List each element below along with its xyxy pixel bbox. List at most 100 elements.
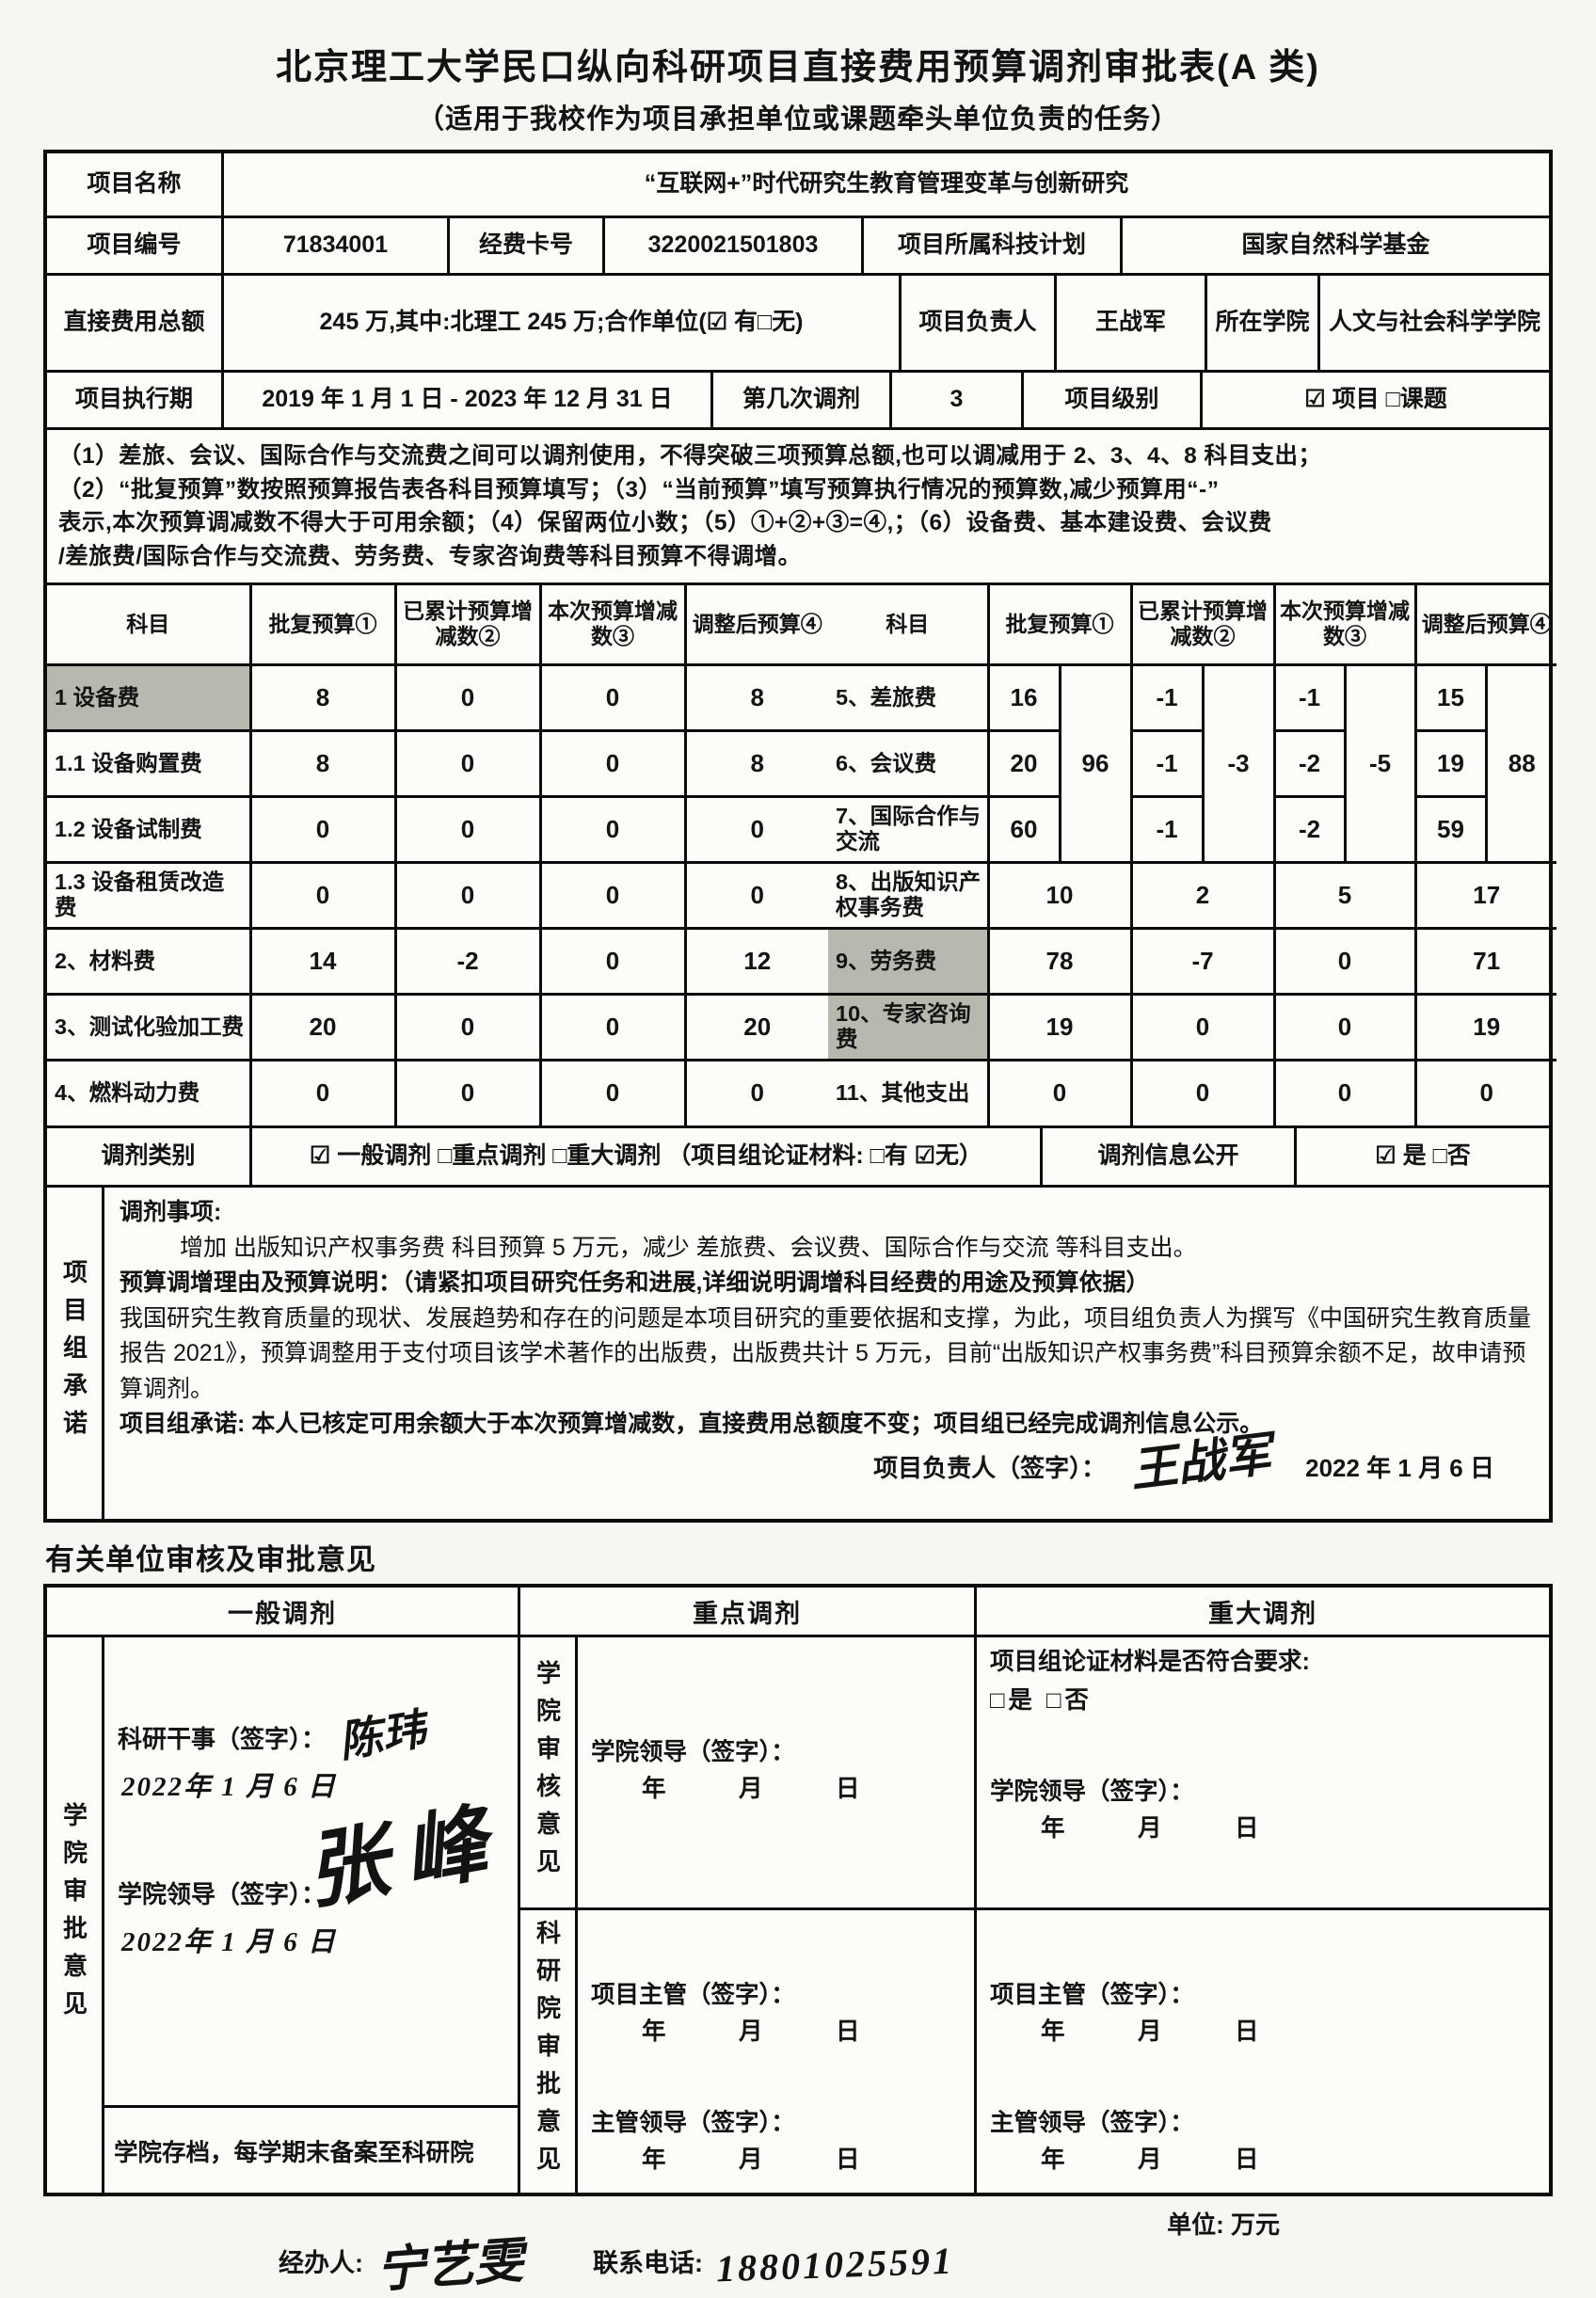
- value-cell: 0: [538, 662, 687, 732]
- commitment-section: 项目组承诺 调剂事项: 增加 出版知识产权事务费 科目预算 5 万元，减少 差旅…: [47, 1185, 1549, 1520]
- value-cell: 8: [683, 662, 828, 732]
- budget-row: 1.3 设备租赁改造费 0 0 0 0: [47, 860, 828, 930]
- value-cell: -2: [393, 926, 542, 996]
- project-manager-sign-date: 年 月 日: [642, 2019, 885, 2046]
- adjust-count-label: 第几次调剂: [710, 373, 889, 427]
- value-cell: 0: [538, 728, 687, 798]
- direct-cost-label: 直接费用总额: [63, 309, 205, 336]
- budget-header-row: 科目 批复预算① 已累计预算增减数② 本次预算增减数③ 调整后预算④: [828, 585, 1556, 666]
- value-cell: 20: [248, 992, 397, 1061]
- page-subtitle: （适用于我校作为项目承担单位或课题牵头单位负责的任务）: [416, 104, 1179, 135]
- value-cell: 0: [393, 728, 542, 798]
- subject-cell: 1 设备费: [47, 662, 252, 732]
- value-cell: 0: [1129, 992, 1276, 1061]
- research-office-content: 项目主管（签字）： 年 月 日 主管领导（签字）： 年 月 日: [578, 1910, 974, 2193]
- value-cell: 0: [986, 1058, 1133, 1126]
- header-current: 本次预算增减数③: [538, 585, 687, 666]
- budget-row: 8、出版知识产权事务费 10 2 5 17: [828, 860, 1556, 930]
- major-header: 重大调剂: [977, 1588, 1549, 1638]
- subject-cell: 1.1 设备购置费: [47, 728, 252, 798]
- approval-col-key: 重点调剂 学院审核意见 学院领导（签字）： 年 月 日 科研院审批意见 项目主管…: [518, 1588, 974, 2194]
- budget-row: 4、燃料动力费 0 0 0 0: [47, 1058, 828, 1126]
- phone-value: 18801025591: [715, 2239, 955, 2290]
- budget-row: 9、劳务费 78 -7 0 71: [828, 926, 1556, 996]
- material-question-options: □是 □否: [990, 1687, 1093, 1715]
- public-value: ☑ 是 □否: [1294, 1128, 1549, 1186]
- college-leader-sign-label: 学院领导（签字）：: [990, 1779, 1194, 1806]
- header-accumulated: 已累计预算增减数②: [393, 585, 542, 666]
- fund-card-value: 3220021501803: [602, 218, 861, 273]
- school-label: 所在学院: [1205, 276, 1317, 370]
- leader-value: 王战军: [1054, 276, 1205, 370]
- leader-sign-date: 2022 年 1 月 6 日: [1305, 1453, 1494, 1482]
- reason-title: 预算调增理由及预算说明：（请紧扣项目研究任务和进展,详细说明调增科目经费的用途及…: [120, 1269, 1150, 1297]
- project-manager-sign-date: 年 月 日: [1041, 2019, 1284, 2046]
- college-approval-main: 科研干事（签字）： 陈玮 2022年 1 月 6 日 学院领导（签字）： 202…: [104, 1637, 518, 2105]
- budget-row: 1.2 设备试制费 0 0 0 0: [47, 794, 828, 864]
- operator-row: 经办人: 宁艺雯 联系电话: 18801025591: [279, 2235, 1553, 2298]
- value-cell: 17: [1413, 860, 1556, 930]
- adjust-count-value: 3: [889, 373, 1021, 427]
- value-cell: 0: [683, 860, 828, 930]
- period-label: 项目执行期: [74, 386, 193, 413]
- archive-note: 学院存档，每学期末备案至科研院: [104, 2105, 518, 2193]
- merged-value-cell: 96: [1058, 662, 1133, 864]
- header-approved: 批复预算①: [986, 585, 1133, 666]
- program-value: 国家自然科学基金: [1120, 218, 1549, 273]
- adjustment-category-row: 调剂类别 ☑ 一般调剂 □重点调剂 □重大调剂 （项目组论证材料: □有 ☑无）…: [47, 1125, 1549, 1186]
- research-clerk-signature: 陈玮: [335, 1705, 429, 1766]
- page-title: 北京理工大学民口纵向科研项目直接费用预算调剂审批表(A 类): [276, 48, 1320, 88]
- category-options: ☑ 一般调剂 □重点调剂 □重大调剂 （项目组论证材料: □有 ☑无）: [249, 1128, 1040, 1186]
- supervisor-sign-date: 年 月 日: [642, 2146, 885, 2174]
- college-review-content: 学院领导（签字）： 年 月 日: [578, 1637, 974, 1907]
- value-cell: 19: [986, 992, 1133, 1061]
- leader-label: 项目负责人: [899, 276, 1054, 370]
- value-cell: 20: [683, 992, 828, 1061]
- college-review-side-label: 学院审核意见: [520, 1637, 578, 1908]
- header-subject: 科目: [828, 585, 990, 666]
- school-value: 人文与社会科学学院: [1317, 276, 1549, 370]
- program-label: 项目所属科技计划: [861, 218, 1120, 273]
- fund-card-label: 经费卡号: [447, 218, 602, 273]
- value-cell: 0: [248, 860, 397, 930]
- value-cell: 0: [393, 794, 542, 864]
- header-adjusted: 调整后预算④: [683, 585, 828, 666]
- college-leader-date: 2022年 1 月 6 日: [121, 1927, 338, 1958]
- supervisor-sign-date: 年 月 日: [1041, 2146, 1284, 2174]
- row-project-name: 项目名称 “互联网+”时代研究生教育管理变革与创新研究: [47, 153, 1549, 215]
- budget-row: 1 设备费 8 0 0 8: [47, 662, 828, 732]
- value-cell: 0: [393, 1058, 542, 1126]
- value-cell: -7: [1129, 926, 1276, 996]
- value-cell: 0: [683, 794, 828, 864]
- value-cell: 0: [683, 1058, 828, 1126]
- value-cell: 16: [986, 662, 1061, 732]
- value-cell: 0: [1272, 926, 1417, 996]
- subject-cell: 6、会议费: [828, 728, 990, 798]
- project-no-label: 项目编号: [87, 231, 182, 259]
- approval-section-title: 有关单位审核及审批意见: [45, 1543, 376, 1577]
- major-review-row: 项目组论证材料是否符合要求: □是 □否 学院领导（签字）： 年 月 日: [977, 1637, 1549, 1911]
- major-approve-content: 项目主管（签字）： 年 月 日 主管领导（签字）： 年 月 日: [977, 1910, 1549, 2193]
- value-cell: 0: [538, 992, 687, 1061]
- value-cell: 0: [538, 860, 687, 930]
- adjustment-item-text: 增加 出版知识产权事务费 科目预算 5 万元，减少 差旅费、会议费、国际合作与交…: [180, 1234, 1197, 1261]
- budget-table-right: 科目 批复预算① 已累计预算增减数② 本次预算增减数③ 调整后预算④ 5、差旅费…: [828, 585, 1556, 1126]
- project-manager-sign-label: 项目主管（签字）：: [990, 1982, 1194, 2009]
- approval-col-major: 重大调剂 项目组论证材料是否符合要求: □是 □否 学院领导（签字）： 年 月 …: [974, 1588, 1549, 2194]
- college-leader-sign-date: 年 月 日: [1041, 1815, 1284, 1843]
- value-cell: 0: [1413, 1058, 1556, 1126]
- value-cell: 59: [1413, 794, 1488, 864]
- value-cell: 0: [393, 662, 542, 732]
- commitment-side-label: 项目组承诺: [47, 1188, 104, 1520]
- college-leader-sign-label: 学院领导（签字）：: [591, 1739, 795, 1766]
- value-cell: 8: [683, 728, 828, 798]
- value-cell: -1: [1129, 662, 1205, 732]
- project-name-value: “互联网+”时代研究生教育管理变革与创新研究: [221, 153, 1549, 215]
- project-no-value: 71834001: [221, 218, 447, 273]
- subject-cell: 10、专家咨询费: [828, 992, 990, 1061]
- budget-table-left: 科目 批复预算① 已累计预算增减数② 本次预算增减数③ 调整后预算④ 1 设备费…: [47, 585, 828, 1126]
- college-approval-side-label: 学院审批意见: [47, 1637, 104, 2194]
- budget-row: 2、材料费 14 -2 0 12: [47, 926, 828, 996]
- header-subject: 科目: [47, 585, 252, 666]
